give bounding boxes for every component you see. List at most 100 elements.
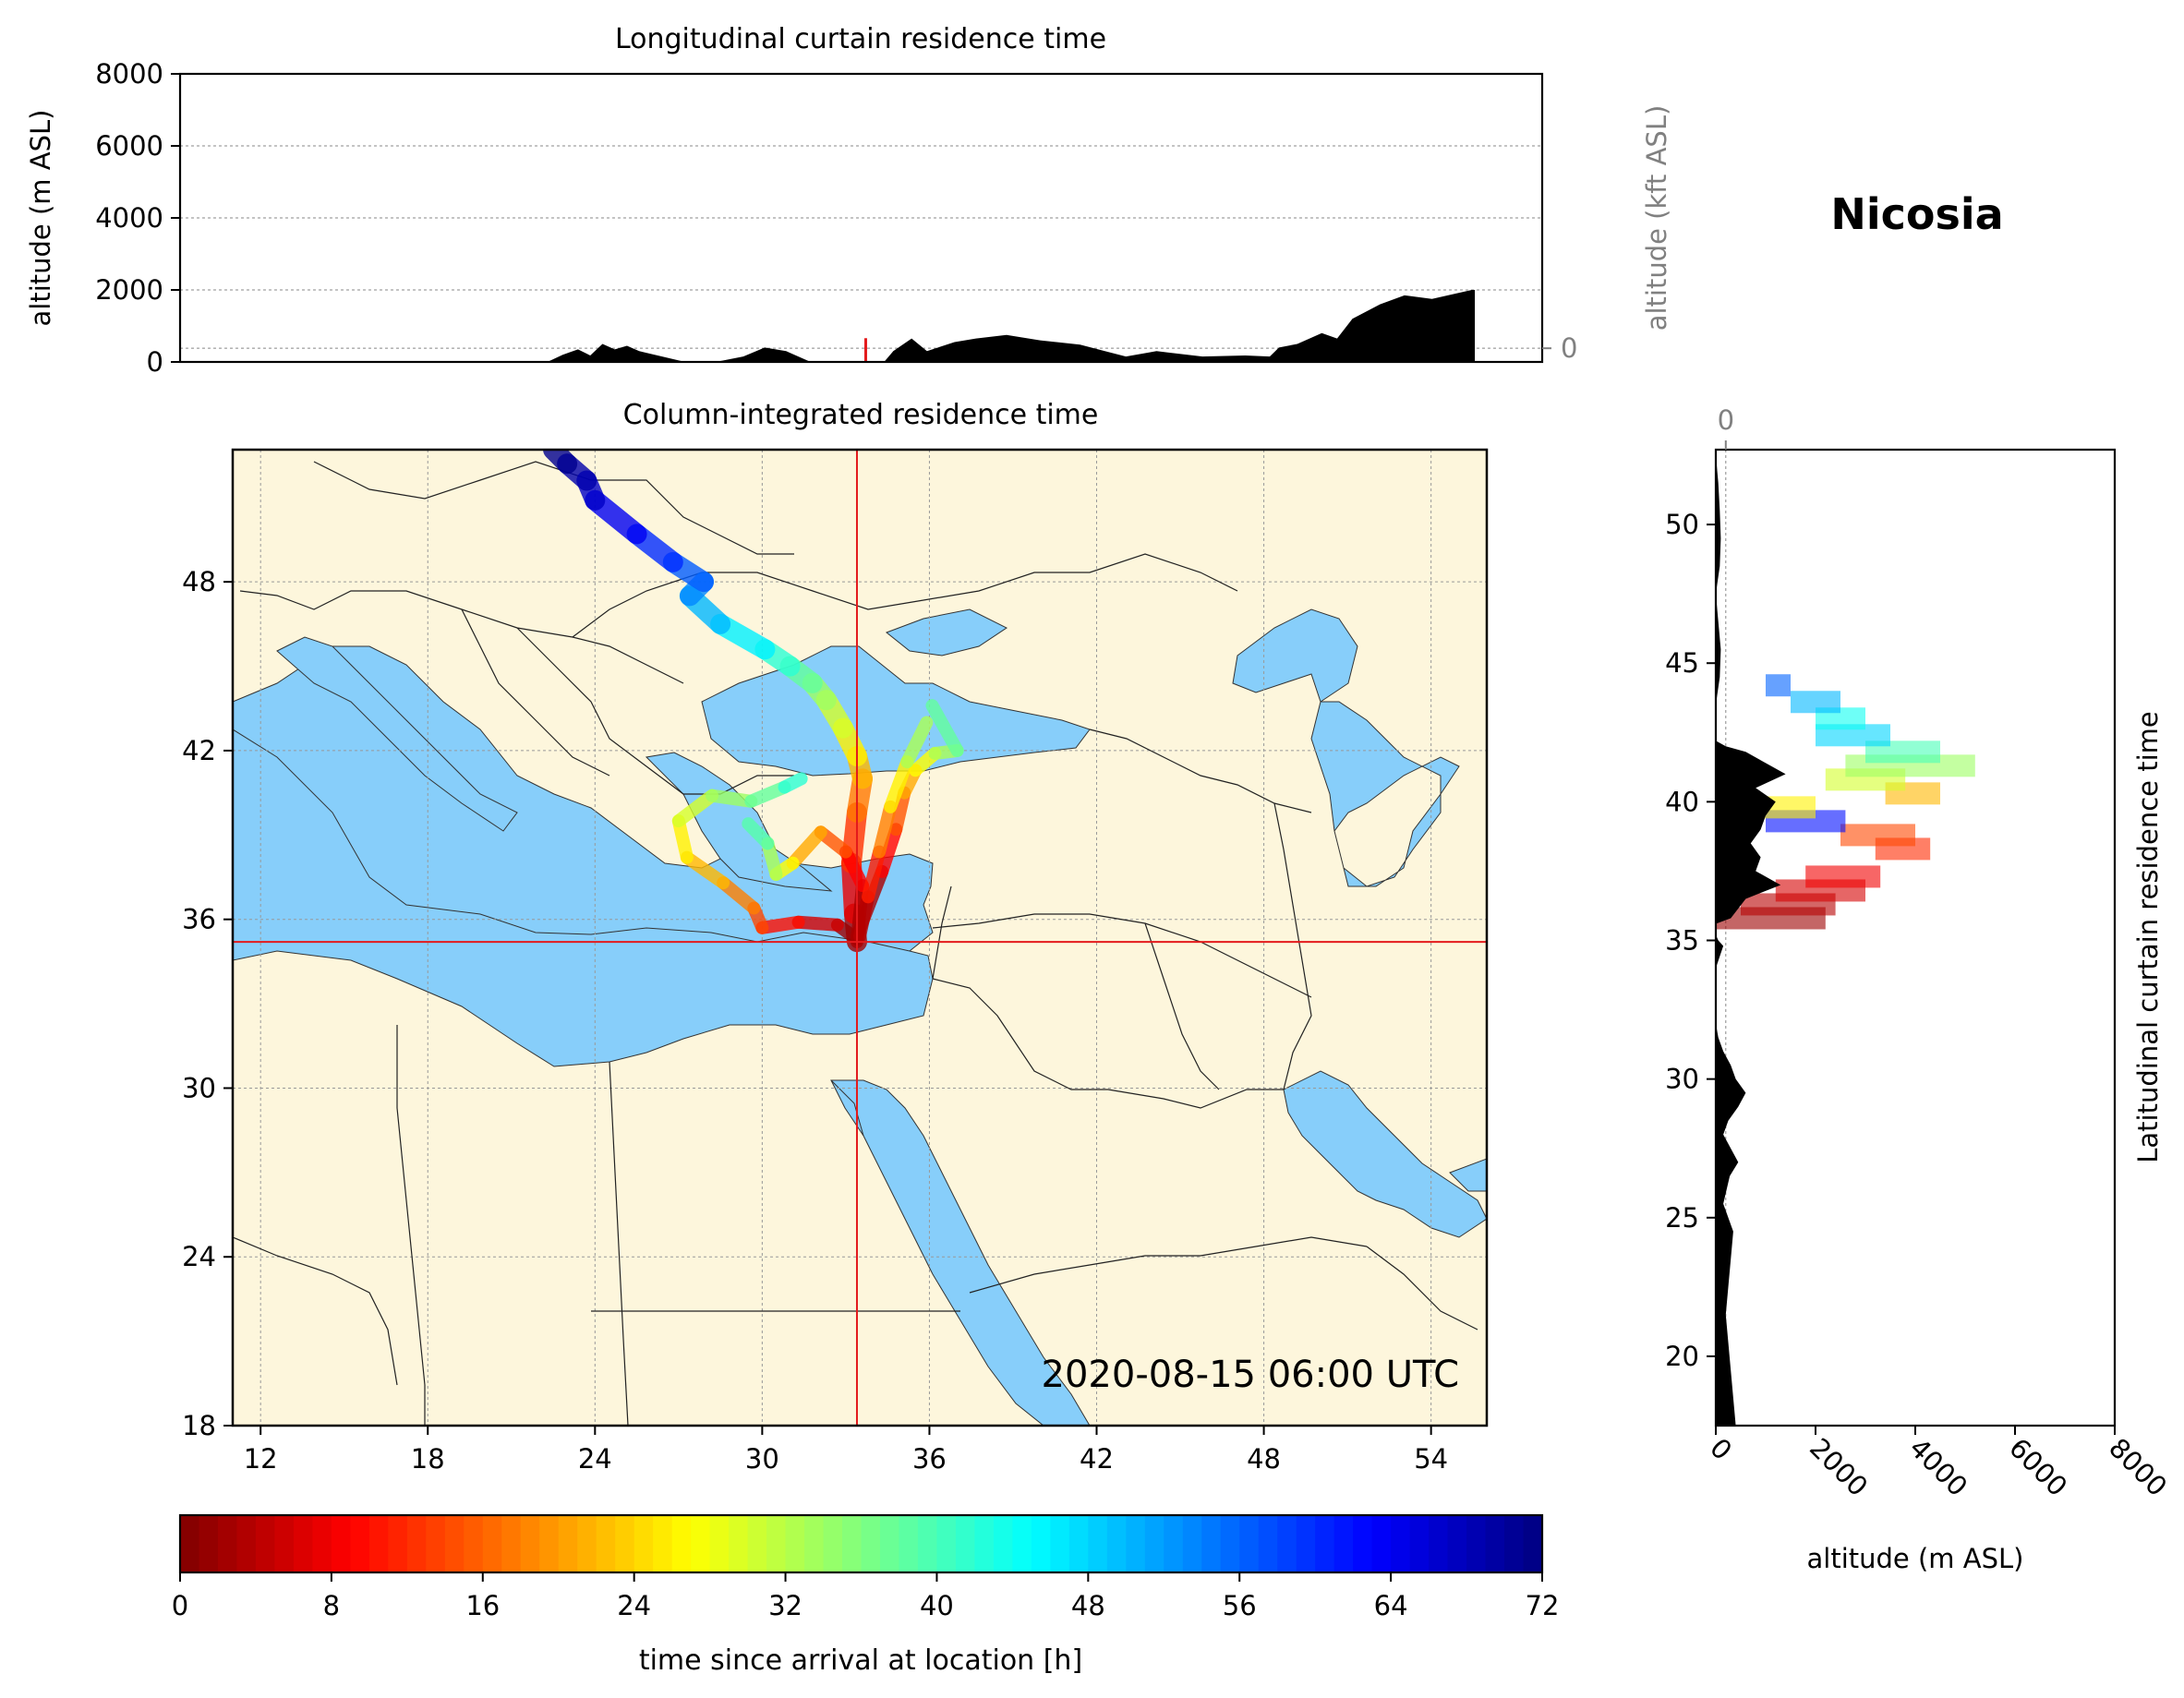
colorbar-cell [1220,1515,1240,1572]
trajectory-segment [884,755,914,813]
longitudinal-terrain-area [547,290,1476,362]
colorbar-cell [823,1515,843,1572]
latitudinal-y-tick-label: 40 [1665,786,1699,817]
colorbar-cell [558,1515,578,1572]
colorbar-cell [1182,1515,1202,1572]
caspian-sea [1232,608,1460,887]
trajectory-segment [717,876,761,915]
latitudinal-x2-ticks: 050100 [1718,404,1734,450]
longitudinal-y2-tick-label: 0 [1561,332,1577,364]
colorbar-cell [1504,1515,1525,1572]
colorbar-cell [729,1515,749,1572]
map-x-tick-label: 18 [411,1443,445,1475]
colorbar-cell [1012,1515,1032,1572]
timestamp-label: 2020-08-15 06:00 UTC [1042,1354,1459,1396]
colorbar-tick-label: 40 [920,1590,954,1621]
colorbar-cell [861,1515,881,1572]
location-title: Nicosia [1830,189,2003,239]
colorbar-cell [785,1515,805,1572]
trajectory-segment [875,823,903,878]
trajectory-density [543,450,964,953]
colorbar-cell [1466,1515,1487,1572]
colorbar-cell [1447,1515,1467,1572]
longitudinal-title: Longitudinal curtain residence time [615,23,1106,55]
colorbar-tick-label: 0 [172,1590,188,1621]
colorbar-cell [406,1515,427,1572]
colorbar-tick-label: 56 [1223,1590,1257,1621]
trajectory-segment [873,800,898,859]
colorbar-cell [653,1515,673,1572]
map-x-ticks: 12 18 24 30 36 42 48 54 [244,1426,1448,1475]
colorbar-cell [1068,1515,1089,1572]
trajectory-segment [925,699,964,757]
adriatic-sea [276,636,518,832]
colorbar-tick-label: 24 [617,1590,651,1621]
colorbar-cell [842,1515,863,1572]
latitudinal-x-tick-label: 2000 [1804,1432,1874,1502]
map-x-tick-label: 24 [578,1443,612,1475]
colorbar-cell [993,1515,1013,1572]
longitudinal-y2-ticks: 050100 [1542,332,1577,364]
red-sea [830,1079,1091,1426]
latitudinal-band [1840,824,1915,847]
colorbar-label: time since arrival at location [h] [639,1644,1082,1677]
colorbar-cell [293,1515,314,1572]
map-y-tick-label: 24 [182,1241,216,1272]
colorbar-cell [274,1515,295,1572]
trajectory-segment [900,716,934,769]
colorbar-cell [804,1515,825,1572]
colorbar-cell [1239,1515,1260,1572]
map-frame [231,448,1489,1427]
colorbar-cell [917,1515,938,1572]
colorbar-cell [350,1515,370,1572]
latitudinal-band [1766,674,1791,697]
colorbar-cell [426,1515,446,1572]
colorbar-tick-label: 32 [768,1590,802,1621]
colorbar-tick-label: 16 [465,1590,500,1621]
latitudinal-title: Latitudinal curtain residence time [2132,711,2164,1163]
colorbar-cell [180,1515,200,1572]
latitudinal-x-tick-label: 4000 [1903,1432,1973,1502]
latitudinal-y-tick-label: 35 [1665,925,1699,957]
latitudinal-y-tick-label: 30 [1665,1064,1699,1095]
map-x-tick-label: 54 [1414,1443,1448,1475]
colorbar-cell [633,1515,654,1572]
colorbar-cell [1485,1515,1505,1572]
latitudinal-x-tick-label: 6000 [2003,1432,2073,1502]
colorbar-cell [1353,1515,1373,1572]
sea-of-azov [886,608,1008,656]
latitudinal-grid [1725,450,1727,1426]
colorbar-tick-label: 8 [323,1590,340,1621]
colorbar-cell [955,1515,976,1572]
colorbar-cell [520,1515,540,1572]
colorbar-cell [255,1515,276,1572]
colorbar-cell [1106,1515,1127,1572]
colorbar-cell [312,1515,332,1572]
gulf-of-suez [830,1079,864,1137]
colorbar-cell [671,1515,692,1572]
map-y-tick-label: 30 [182,1072,216,1103]
latitudinal-x-axis-label: altitude (m ASL) [1807,1543,2024,1574]
colorbar-cell [1126,1515,1146,1572]
latitudinal-y-tick-label: 45 [1665,647,1699,679]
colorbar-cell [1031,1515,1051,1572]
colorbar-cell [1201,1515,1222,1572]
latitudinal-x-tick-label: 8000 [2103,1432,2173,1502]
map-title: Column-integrated residence time [623,399,1099,431]
longitudinal-y-axis-label: altitude (m ASL) [25,110,56,327]
colorbar-cell [1088,1515,1108,1572]
colorbar-cell [539,1515,560,1572]
colorbar-cell [596,1515,616,1572]
colorbar-cell [331,1515,351,1572]
colorbar-cell [879,1515,900,1572]
trajectory-segment [671,789,719,828]
column-integrated-panel: Column-integrated residence time [182,399,1489,1475]
colorbar-cell [936,1515,957,1572]
map-x-tick-label: 42 [1080,1443,1114,1475]
trajectory-segment [543,450,578,475]
longitudinal-y-tick-label: 4000 [95,202,163,234]
colorbar-cell [444,1515,465,1572]
colorbar-cell [1315,1515,1335,1572]
map-x-tick-label: 36 [912,1443,947,1475]
latitudinal-y-tick-label: 20 [1665,1341,1699,1372]
